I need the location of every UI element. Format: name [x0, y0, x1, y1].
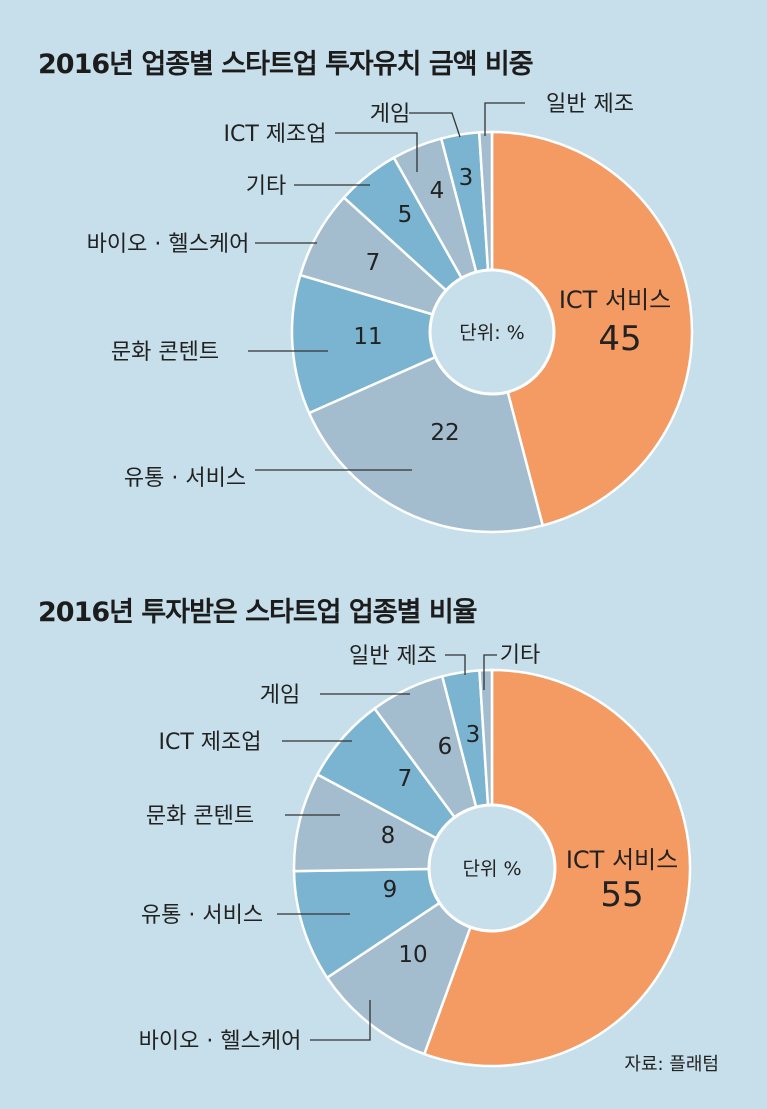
data-label: 45	[598, 319, 641, 359]
category-label: 문화 콘텐트	[111, 340, 219, 365]
data-label: 5	[398, 202, 413, 228]
data-label: 11	[353, 324, 382, 350]
slice-label: ICT 서비스	[559, 286, 671, 314]
leader-line	[310, 1000, 371, 1041]
chart-title-investment-amount: 2016년 업종별 스타트업 투자유치 금액 비중	[38, 49, 534, 80]
slice-label: ICT 서비스	[566, 846, 678, 874]
category-label: 게임	[260, 683, 300, 708]
unit-label: 단위 %	[462, 858, 521, 880]
data-label: 3	[466, 722, 481, 748]
category-label: 게임	[370, 102, 410, 127]
data-label: 22	[430, 420, 459, 446]
data-label: 4	[430, 178, 445, 204]
data-label: 10	[398, 942, 427, 968]
leader-line	[484, 102, 525, 136]
category-label: 유통 · 서비스	[124, 466, 246, 491]
unit-label: 단위: %	[459, 322, 524, 344]
category-label: 일반 제조	[349, 644, 437, 669]
source-note: 자료: 플래텀	[624, 1054, 719, 1075]
data-label: 7	[366, 250, 381, 276]
category-label: ICT 제조업	[158, 730, 261, 755]
data-label: 3	[459, 165, 474, 191]
data-label: 7	[398, 766, 413, 792]
data-label: 8	[381, 823, 396, 849]
category-label: 바이오 · 헬스케어	[139, 1029, 302, 1054]
pie-slice	[422, 668, 692, 1068]
donut-hole	[428, 268, 556, 396]
chart-title-startup-ratio: 2016년 투자받은 스타트업 업종별 비율	[38, 597, 478, 628]
category-label: 기타	[500, 643, 540, 668]
leader-line	[483, 654, 497, 690]
data-label: 6	[438, 734, 453, 760]
category-label: 유통 · 서비스	[141, 903, 263, 928]
pie-slice	[290, 273, 496, 415]
pie-slice	[490, 130, 694, 527]
leader-line	[445, 654, 466, 675]
category-label: 바이오 · 헬스케어	[87, 232, 250, 257]
data-label: 9	[383, 877, 398, 903]
category-label: 기타	[246, 174, 286, 199]
category-label: 일반 제조	[546, 92, 634, 117]
category-label: 문화 콘텐트	[146, 804, 254, 829]
leader-line	[409, 112, 461, 138]
data-label: 55	[600, 875, 643, 915]
leader-line	[335, 132, 418, 172]
category-label: ICT 제조업	[223, 122, 326, 147]
donut-hole	[427, 803, 557, 933]
donut-chart-investment-amount: 단위: % ICT 서비스 45 22 11 754 3 유통 · 서비스 문화 콘텐트 바이오 …	[87, 92, 694, 534]
